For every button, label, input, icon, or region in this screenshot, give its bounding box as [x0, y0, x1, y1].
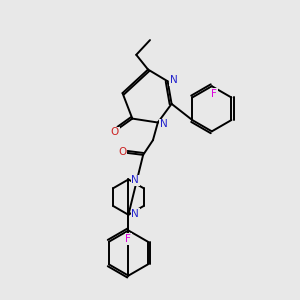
Text: O: O	[118, 147, 127, 157]
Text: F: F	[211, 89, 217, 99]
Text: N: N	[131, 209, 139, 219]
Text: N: N	[170, 75, 177, 85]
Text: N: N	[131, 176, 139, 185]
Text: N: N	[160, 119, 168, 130]
Text: F: F	[125, 234, 131, 244]
Text: O: O	[110, 127, 119, 137]
